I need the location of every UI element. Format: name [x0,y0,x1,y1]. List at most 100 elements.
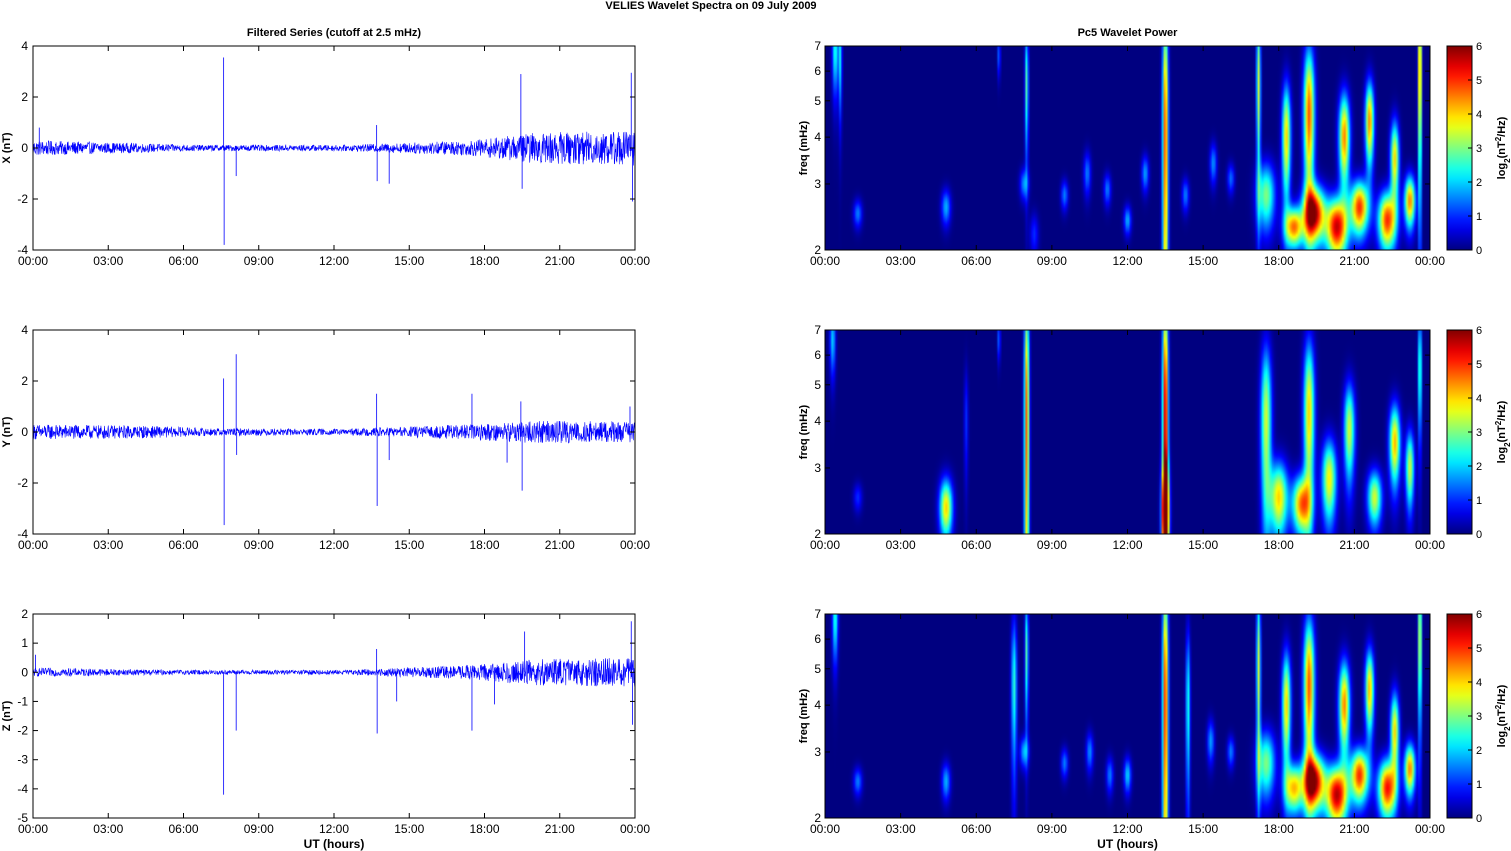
chart-2-xtick-label: 12:00 [319,538,349,552]
chart-1-xtick-label: 00:00 [18,254,48,268]
chart-5-colorbar-label: log2(nT2/Hz) [1494,400,1511,463]
chart-4-colorbar: 0 1 2 3 4 5 6 log2(nT2/Hz) [1446,41,1511,257]
chart-4-ytick-label: 4 [814,130,821,144]
chart-4-ylabel: freq (mHz) [798,120,810,175]
chart-4-xtick-label: 12:00 [1112,254,1142,268]
chart-5-ytick-label: 2 [814,527,821,541]
chart-3-ylabel: Z (nT) [1,700,13,731]
chart-5-xtick-label: 12:00 [1112,538,1142,552]
chart-3-xtick-label: 21:00 [545,822,575,836]
chart-6-ytick-label: 4 [814,698,821,712]
chart-4-xtick-label: 21:00 [1339,254,1369,268]
chart-6-colorbar-fill [1446,613,1473,819]
chart-6-ytick-label: 2 [814,811,821,825]
chart-4-xtick-label: 03:00 [886,254,916,268]
chart-4-colorbar-tick-label: 1 [1476,211,1482,223]
chart-6-colorbar: 0 1 2 3 4 5 6 log2(nT2/Hz) [1446,609,1511,825]
chart-2-xtick-label: 00:00 [18,538,48,552]
chart-1-ylabel: X (nT) [1,132,13,163]
chart-6-colorbar-tick-label: 4 [1476,677,1482,689]
chart-5-spectrogram [825,330,1430,534]
chart-1-series [33,57,635,245]
chart-1-ytick-label: 2 [21,90,28,104]
chart-4-xtick-label: 00:00 [1415,254,1445,268]
chart-5-xtick-label: 03:00 [886,538,916,552]
chart-1-ytick-label: 4 [21,39,28,53]
chart-1-ytick-label: -2 [17,192,28,206]
chart-1-xtick-label: 12:00 [319,254,349,268]
chart-6-colorbar-tick-label: 0 [1476,813,1482,825]
chart-6-ylabel: freq (mHz) [798,688,810,743]
chart-3: -5 -4 -3 -2 -1 0 1 2 00:00 03:00 06:00 09:00 12:00 15… [1,607,650,851]
chart-4-colorbar-tick-label: 0 [1476,245,1482,257]
chart-2-xtick-label: 21:00 [545,538,575,552]
chart-6-ytick-label: 3 [814,745,821,759]
chart-3-xtick-label: 15:00 [394,822,424,836]
chart-6-colorbar-tick-label: 5 [1476,643,1482,655]
chart-6-xlabel: UT (hours) [1097,837,1158,851]
chart-3-ytick-label: -1 [17,694,28,708]
chart-5-colorbar-tick-label: 4 [1476,393,1482,405]
chart-3-xtick-label: 12:00 [319,822,349,836]
chart-1-series-line [33,131,635,166]
chart-2-ytick-label: -2 [17,476,28,490]
chart-6-xtick-label: 21:00 [1339,822,1369,836]
chart-1-xtick-label: 00:00 [620,254,650,268]
chart-6-ytick-label: 7 [814,607,821,621]
chart-5-ylabel: freq (mHz) [798,404,810,459]
chart-6-xtick-label: 09:00 [1037,822,1067,836]
chart-5-xtick-label: 21:00 [1339,538,1369,552]
chart-5-colorbar-fill [1446,329,1473,535]
chart-2-xtick-label: 15:00 [394,538,424,552]
chart-5-xtick-label: 00:00 [1415,538,1445,552]
chart-2-xtick-label: 03:00 [93,538,123,552]
chart-2-ytick-label: 2 [21,374,28,388]
chart-2: -4 -2 0 2 4 00:00 03:00 06:00 09:00 12:00 15:00 18:… [1,323,650,552]
chart-6-xtick-label: 00:00 [1415,822,1445,836]
chart-4-ytick-label: 7 [814,39,821,53]
chart-1-xtick-label: 15:00 [394,254,424,268]
chart-5-ytick-label: 6 [814,348,821,362]
chart-4-colorbar-label: log2(nT2/Hz) [1494,116,1511,179]
chart-1-ytick-label: 0 [21,141,28,155]
chart-2-series [33,354,635,526]
chart-6-xtick-label: 18:00 [1264,822,1294,836]
chart-5-colorbar-tick-label: 5 [1476,359,1482,371]
chart-5-xtick-label: 18:00 [1264,538,1294,552]
chart-6-spectrogram [825,614,1430,818]
chart-4-ytick-label: 3 [814,177,821,191]
chart-3-plot-area [33,614,635,818]
chart-5-colorbar: 0 1 2 3 4 5 6 log2(nT2/Hz) [1446,325,1511,541]
chart-4-ytick-label: 6 [814,64,821,78]
chart-5-ytick-label: 7 [814,323,821,337]
chart-4-xtick-label: 00:00 [810,254,840,268]
chart-5-xtick-label: 09:00 [1037,538,1067,552]
chart-3-ytick-label: 1 [21,636,28,650]
chart-2-xtick-label: 09:00 [244,538,274,552]
chart-6-ytick-label: 5 [814,662,821,676]
chart-1: -4 -2 0 2 4 00:00 03:00 06:00 09:00 12:00 15:00 18:… [1,27,650,268]
chart-2-ytick-label: 4 [21,323,28,337]
figure-suptitle: VELIES Wavelet Spectra on 09 July 2009 [605,0,816,12]
chart-4-colorbar-tick-label: 6 [1476,41,1482,53]
chart-5-xtick-label: 06:00 [961,538,991,552]
chart-6-xtick-label: 06:00 [961,822,991,836]
chart-2-xtick-label: 06:00 [168,538,198,552]
chart-3-xtick-label: 18:00 [469,822,499,836]
chart-4-colorbar-tick-label: 2 [1476,177,1482,189]
chart-1-title: Filtered Series (cutoff at 2.5 mHz) [247,27,422,39]
chart-6-colorbar-tick-label: 2 [1476,745,1482,757]
chart-4-xtick-label: 18:00 [1264,254,1294,268]
chart-3-ytick-label: -2 [17,724,28,738]
chart-4-colorbar-fill [1446,45,1473,251]
chart-3-xtick-label: 00:00 [18,822,48,836]
chart-4-xtick-label: 09:00 [1037,254,1067,268]
chart-2-ylabel: Y (nT) [1,416,13,447]
chart-2-series-line [33,420,635,444]
chart-2-xtick-label: 18:00 [469,538,499,552]
chart-2-ytick-label: 0 [21,425,28,439]
chart-3-ytick-label: 0 [21,665,28,679]
chart-1-ytick-label: -4 [17,243,28,257]
panels: -4 -2 0 2 4 00:00 03:00 06:00 09:00 12:00 15:00 18:… [1,27,1511,851]
chart-5-xtick-label: 15:00 [1188,538,1218,552]
